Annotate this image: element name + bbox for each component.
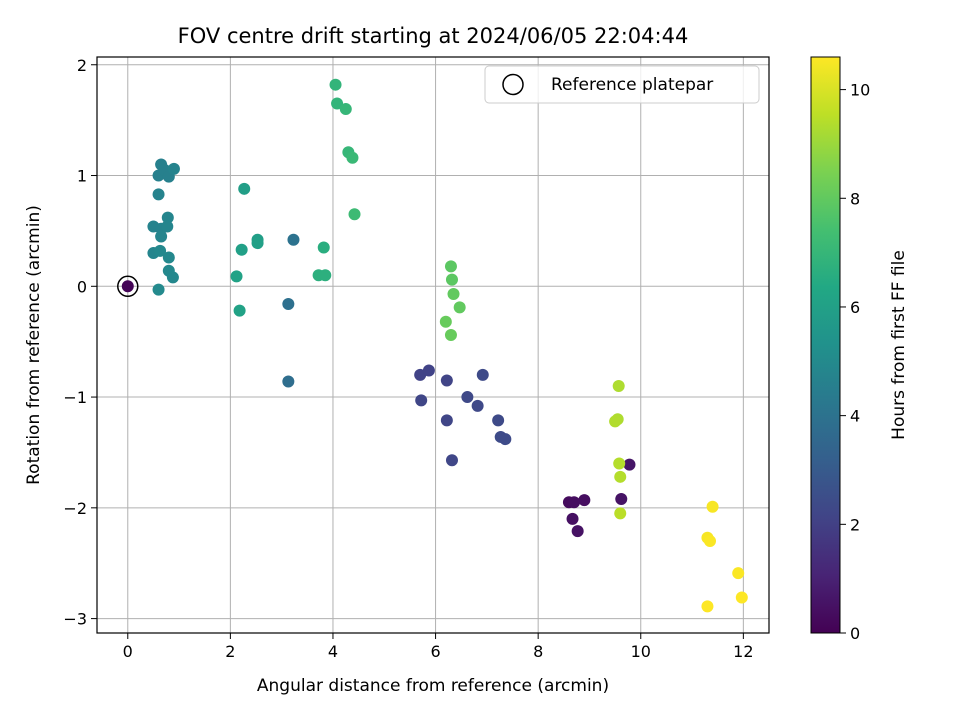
data-point: [331, 97, 344, 110]
data-point: [615, 492, 628, 505]
data-point: [609, 415, 622, 428]
data-point: [614, 470, 627, 483]
data-point: [461, 391, 474, 404]
y-tick-label: 1: [77, 167, 87, 186]
data-point: [348, 208, 361, 221]
data-point: [623, 458, 636, 471]
legend-reference-marker: [502, 73, 524, 96]
data-point: [447, 288, 460, 301]
x-tick-label: 12: [733, 642, 753, 661]
data-point: [152, 188, 165, 201]
data-point: [445, 454, 458, 467]
y-axis-label: Rotation from reference (arcmin): [24, 205, 44, 485]
data-point: [499, 433, 512, 446]
data-point: [732, 567, 745, 580]
data-point: [282, 375, 295, 388]
data-point: [444, 260, 457, 273]
colorbar-tick-label: 6: [850, 298, 860, 317]
data-point: [612, 379, 625, 392]
data-point: [568, 496, 581, 509]
data-point: [319, 269, 332, 282]
data-point: [415, 394, 428, 407]
data-points: [121, 78, 748, 613]
colorbar-tick-label: 10: [850, 81, 870, 100]
data-point: [339, 103, 352, 116]
colorbar-gradient: [810, 56, 841, 634]
data-point: [578, 494, 591, 507]
data-point: [445, 273, 458, 286]
data-point: [613, 457, 626, 470]
colorbar-label: Hours from first FF file: [889, 250, 909, 440]
x-tick-label: 0: [123, 642, 133, 661]
data-point: [346, 151, 359, 164]
data-point: [155, 230, 168, 243]
data-point: [329, 78, 342, 91]
colorbar-tick-label: 8: [850, 189, 860, 208]
y-tick-label: −3: [63, 610, 87, 629]
y-tick-label: −2: [63, 499, 87, 518]
data-point: [735, 591, 748, 604]
data-point: [439, 315, 452, 328]
x-tick-label: 10: [631, 642, 651, 661]
legend-box: [484, 65, 760, 104]
colorbar-tick-label: 0: [850, 624, 860, 643]
data-point: [422, 364, 435, 377]
data-point: [476, 368, 489, 381]
data-point: [154, 244, 167, 257]
legend: Reference platepar: [484, 65, 760, 104]
data-point: [162, 251, 175, 264]
data-point: [471, 399, 484, 412]
data-point: [161, 211, 174, 224]
legend-entry-reference: Reference platepar: [551, 75, 713, 95]
y-tick-label: 0: [77, 277, 87, 296]
x-tick-label: 2: [225, 642, 235, 661]
x-axis-label: Angular distance from reference (arcmin): [257, 676, 609, 696]
chart-title: FOV centre drift starting at 2024/06/05 …: [178, 24, 689, 48]
reference-marker-layer: [117, 275, 139, 298]
colorbar-tick-label: 4: [850, 407, 860, 426]
data-point: [161, 220, 174, 233]
data-point: [566, 512, 579, 525]
grid-lines: [97, 57, 769, 633]
data-point: [614, 507, 627, 520]
colorbar: 0 2 4 6 8 10 Hours from first FF file: [810, 56, 909, 643]
data-point: [440, 374, 453, 387]
data-point: [152, 283, 165, 296]
data-point: [317, 241, 330, 254]
data-point: [167, 162, 180, 175]
y-tick-label: 2: [77, 56, 87, 75]
x-tick-label: 6: [430, 642, 440, 661]
data-point: [235, 243, 248, 256]
data-point: [230, 270, 243, 283]
data-point: [282, 298, 295, 311]
colorbar-tick-label: 2: [850, 515, 860, 534]
data-point: [121, 280, 134, 293]
plot-frame: [96, 56, 770, 634]
y-tick-label: −1: [63, 388, 87, 407]
data-point: [440, 414, 453, 427]
data-point: [287, 233, 300, 246]
data-point: [704, 535, 717, 548]
data-point: [238, 182, 251, 195]
colorbar-ticks: 0 2 4 6 8 10: [840, 81, 870, 643]
x-axis-ticks: 0 2 4 6 8 10 12: [123, 633, 754, 661]
data-point: [701, 600, 714, 613]
data-point: [444, 329, 457, 342]
x-tick-label: 4: [328, 642, 338, 661]
data-point: [233, 304, 246, 317]
data-point: [571, 525, 584, 538]
data-point: [251, 237, 264, 250]
data-point: [166, 271, 179, 284]
data-point: [453, 301, 466, 314]
data-point: [492, 414, 505, 427]
x-tick-label: 8: [533, 642, 543, 661]
data-point: [706, 500, 719, 513]
reference-platepar-marker: [117, 275, 139, 298]
y-axis-ticks: −3 −2 −1 0 1 2: [63, 56, 97, 629]
